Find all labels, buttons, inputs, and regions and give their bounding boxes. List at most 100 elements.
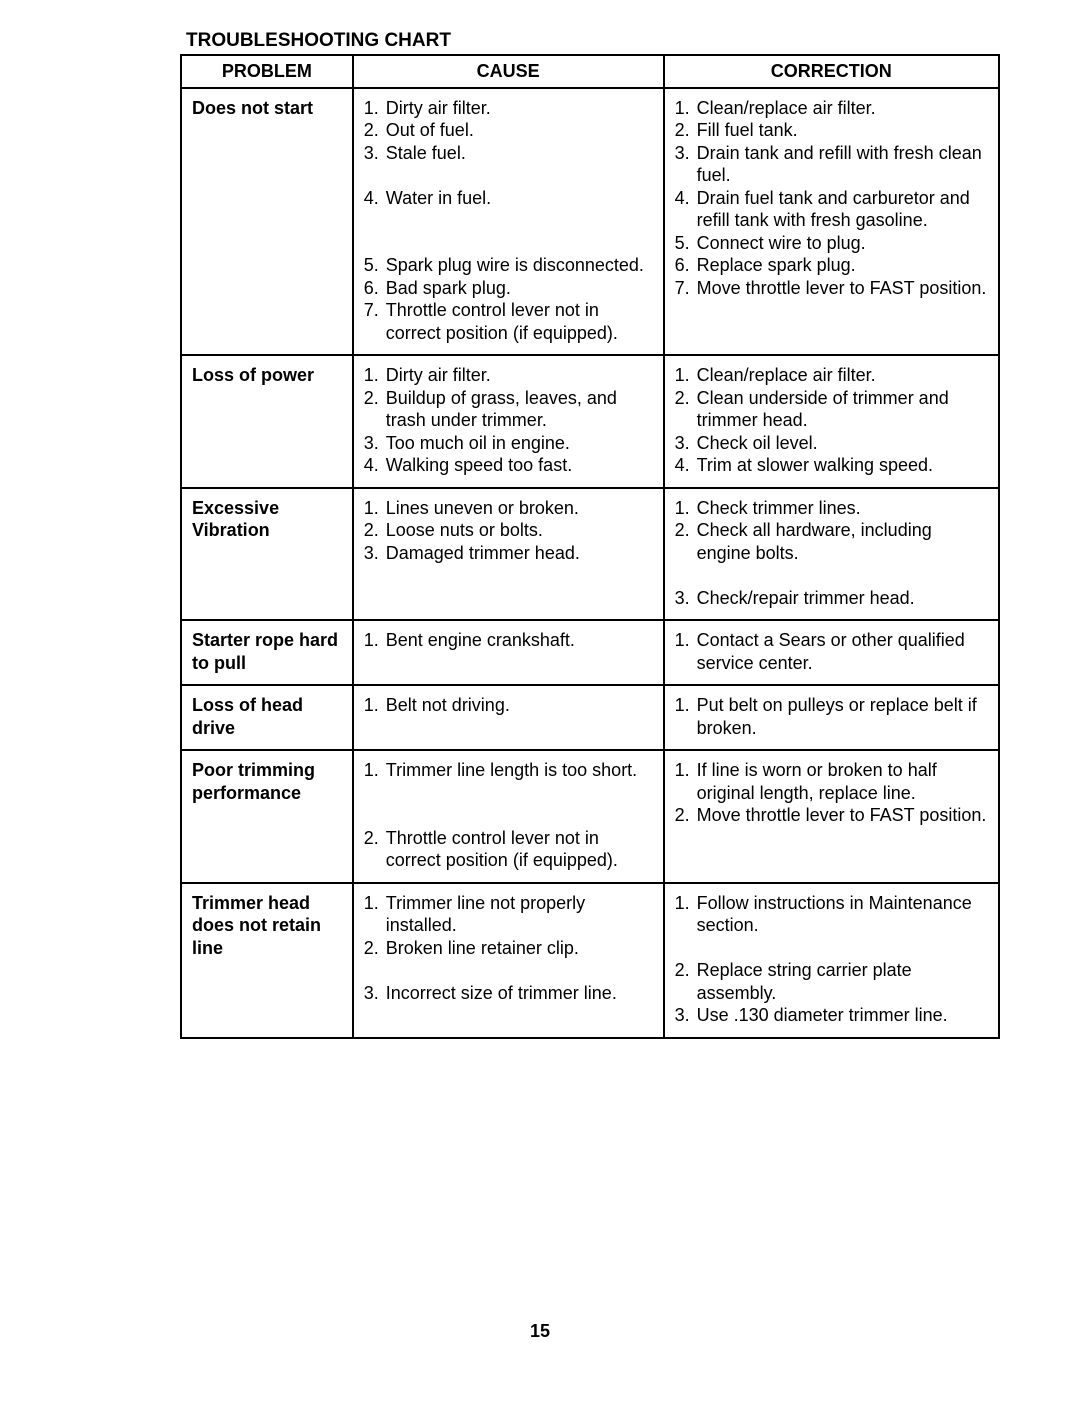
list-item: 5.Connect wire to plug. — [675, 232, 988, 255]
list-item: 1.Clean/replace air filter. — [675, 97, 988, 120]
item-number: 4. — [364, 454, 386, 477]
list-item: 3.Use .130 diameter trimmer line. — [675, 1004, 988, 1027]
item-text: Move throttle lever to FAST position. — [697, 804, 988, 827]
page-number: 15 — [0, 1321, 1080, 1342]
item-number: 1. — [675, 892, 697, 915]
list-item: 2.Out of fuel. — [364, 119, 653, 142]
item-number: 2. — [364, 119, 386, 142]
item-number: 3. — [675, 1004, 697, 1027]
item-text: Use .130 diameter trimmer line. — [697, 1004, 988, 1027]
list-item: 2.Fill fuel tank. — [675, 119, 988, 142]
table-row: Loss of power 1.Dirty air filter.2.Buildu… — [181, 355, 999, 488]
list-item: 2.Move throttle lever to FAST position. — [675, 804, 988, 827]
item-number: 3. — [675, 587, 697, 610]
list-item: 1.Dirty air filter. — [364, 97, 653, 120]
item-text: Replace spark plug. — [697, 254, 988, 277]
item-text: If line is worn or broken to half origin… — [697, 759, 988, 804]
item-text: Check/repair trimmer head. — [697, 587, 988, 610]
item-number: 1. — [364, 759, 386, 782]
item-number: 2. — [364, 387, 386, 410]
item-text: Out of fuel. — [386, 119, 653, 142]
item-number: 6. — [675, 254, 697, 277]
item-text: Trimmer line not properly installed. — [386, 892, 653, 937]
item-text: Water in fuel. — [386, 187, 653, 210]
list-item: 1.Bent engine crankshaft. — [364, 629, 653, 652]
cause-cell: 1.Trimmer line not properly installed.2.… — [353, 883, 664, 1038]
list-item: 3.Check oil level. — [675, 432, 988, 455]
list-item: 1.Belt not driving. — [364, 694, 653, 717]
item-text: Drain fuel tank and carburetor and refil… — [697, 187, 988, 232]
table-row: Loss of head drive1.Belt not driving.1.P… — [181, 685, 999, 750]
problem-cell: Poor trimming performance — [181, 750, 353, 883]
item-text: Put belt on pulleys or replace belt if b… — [697, 694, 988, 739]
correction-cell: 1.If line is worn or broken to half orig… — [664, 750, 999, 883]
item-text: Clean underside of trimmer and trimmer h… — [697, 387, 988, 432]
correction-cell: 1.Clean/replace air filter.2.Clean under… — [664, 355, 999, 488]
table-row: Does not start1.Dirty air filter.2.Out o… — [181, 88, 999, 356]
item-number: 1. — [675, 694, 697, 717]
item-number: 7. — [364, 299, 386, 322]
list-item: 4.Water in fuel. — [364, 187, 653, 210]
item-text: Dirty air filter. — [386, 364, 653, 387]
cause-cell: 1.Dirty air filter.2.Out of fuel.3.Stale… — [353, 88, 664, 356]
table-row: Starter rope hard to pull 1.Bent engine c… — [181, 620, 999, 685]
item-text: Incorrect size of trimmer line. — [386, 982, 653, 1005]
item-number: 2. — [675, 119, 697, 142]
list-item: 1.Check trimmer lines. — [675, 497, 988, 520]
item-text: Check trimmer lines. — [697, 497, 988, 520]
item-text: Bad spark plug. — [386, 277, 653, 300]
list-item: 3.Incorrect size of trimmer line. — [364, 982, 653, 1005]
item-number: 7. — [675, 277, 697, 300]
item-text: Clean/replace air filter. — [697, 364, 988, 387]
item-text: Dirty air filter. — [386, 97, 653, 120]
list-item: 6.Bad spark plug. — [364, 277, 653, 300]
list-item: 1.Clean/replace air filter. — [675, 364, 988, 387]
item-number: 1. — [364, 364, 386, 387]
cause-cell: 1.Lines uneven or broken.2.Loose nuts or… — [353, 488, 664, 621]
col-correction: CORRECTION — [664, 55, 999, 88]
item-number: 1. — [364, 694, 386, 717]
list-item: 2.Clean underside of trimmer and trimmer… — [675, 387, 988, 432]
problem-cell: Loss of power — [181, 355, 353, 488]
item-text: Bent engine crankshaft. — [386, 629, 653, 652]
correction-cell: 1.Check trimmer lines.2.Check all hardwa… — [664, 488, 999, 621]
list-item: 2.Replace string carrier plate assembly. — [675, 959, 988, 1004]
item-number: 2. — [675, 959, 697, 982]
list-item: 3.Stale fuel. — [364, 142, 653, 165]
problem-cell: Loss of head drive — [181, 685, 353, 750]
table-header-row: PROBLEM CAUSE CORRECTION — [181, 55, 999, 88]
item-text: Follow instructions in Maintenance secti… — [697, 892, 988, 937]
problem-cell: Starter rope hard to pull — [181, 620, 353, 685]
item-number: 3. — [364, 432, 386, 455]
item-text: Trim at slower walking speed. — [697, 454, 988, 477]
list-item: 2.Buildup of grass, leaves, and trash un… — [364, 387, 653, 432]
item-number: 1. — [675, 497, 697, 520]
problem-cell: Does not start — [181, 88, 353, 356]
item-text: Buildup of grass, leaves, and trash unde… — [386, 387, 653, 432]
item-number: 3. — [364, 982, 386, 1005]
item-number: 1. — [675, 97, 697, 120]
item-number: 3. — [675, 142, 697, 165]
cause-cell: 1.Bent engine crankshaft. — [353, 620, 664, 685]
correction-cell: 1.Follow instructions in Maintenance sec… — [664, 883, 999, 1038]
item-text: Loose nuts or bolts. — [386, 519, 653, 542]
list-item: 1.Trimmer line not properly installed. — [364, 892, 653, 937]
item-number: 2. — [364, 519, 386, 542]
table-row: Poor trimming performance 1.Trimmer line … — [181, 750, 999, 883]
list-item: 4.Walking speed too fast. — [364, 454, 653, 477]
list-item: 6.Replace spark plug. — [675, 254, 988, 277]
item-text: Lines uneven or broken. — [386, 497, 653, 520]
item-number: 4. — [675, 187, 697, 210]
table-row: Trimmer head does not retain line1.Trimm… — [181, 883, 999, 1038]
item-text: Clean/replace air filter. — [697, 97, 988, 120]
list-item: 2.Broken line retainer clip. — [364, 937, 653, 960]
item-text: Check all hardware, including engine bol… — [697, 519, 988, 564]
item-number: 3. — [675, 432, 697, 455]
item-text: Trimmer line length is too short. — [386, 759, 653, 782]
list-item: 7.Throttle control lever not in correct … — [364, 299, 653, 344]
item-text: Damaged trimmer head. — [386, 542, 653, 565]
item-number: 2. — [675, 519, 697, 542]
item-text: Connect wire to plug. — [697, 232, 988, 255]
correction-cell: 1.Contact a Sears or other qualified ser… — [664, 620, 999, 685]
item-text: Spark plug wire is disconnected. — [386, 254, 653, 277]
